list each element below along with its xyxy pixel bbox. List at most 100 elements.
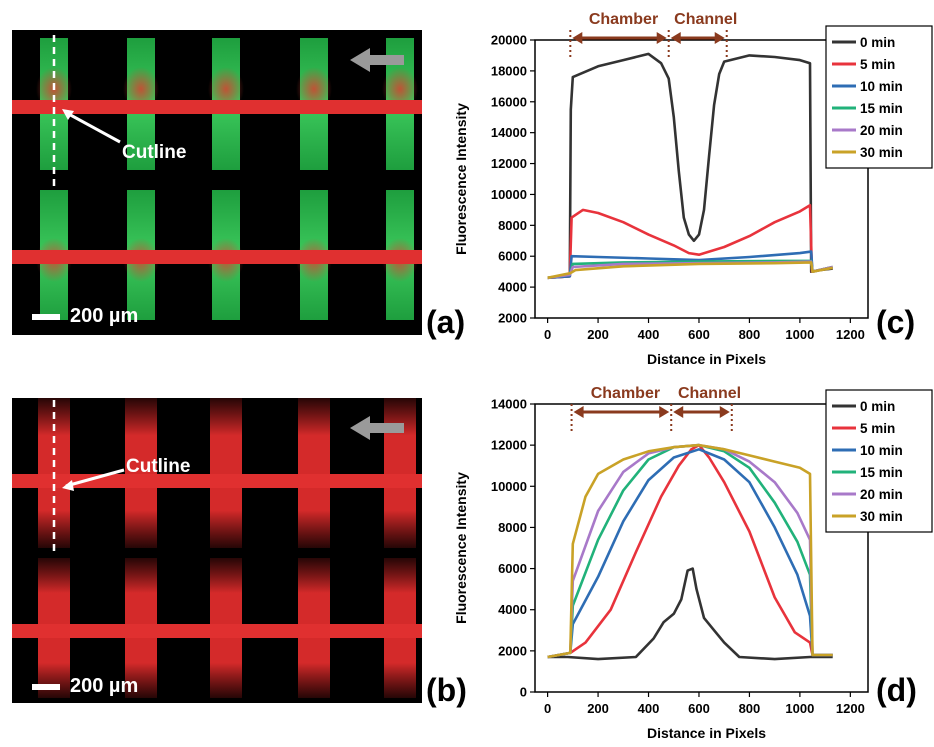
cutline-arrowhead (62, 109, 74, 120)
x-tick-label: 400 (638, 327, 660, 342)
y-tick-label: 16000 (491, 94, 527, 109)
series-line (547, 443, 833, 659)
micrograph-a-drawing: Cutline 200 µm (12, 35, 422, 327)
scale-bar (32, 314, 60, 320)
chamber-label: Chamber (591, 385, 660, 402)
red-chamber (298, 398, 330, 548)
x-tick-label: 0 (544, 327, 551, 342)
region-arrowhead (670, 32, 681, 44)
region-arrowhead (573, 406, 584, 418)
cutline-arrow (64, 110, 121, 144)
flow-direction-arrow-icon (350, 416, 404, 440)
region-arrowhead (714, 32, 725, 44)
legend-label: 10 min (860, 79, 903, 94)
cutline-arrowhead (62, 480, 74, 491)
panel-label-c: (c) (876, 304, 916, 340)
y-tick-label: 18000 (491, 63, 527, 78)
x-tick-label: 600 (688, 327, 710, 342)
y-tick-label: 12000 (491, 156, 527, 171)
chart-d-plot: 0 200 400 600 800 1000 12000200040006000800010… (453, 385, 933, 741)
panel-label-b: (b) (426, 672, 467, 708)
scale-bar (32, 684, 60, 690)
series-line (547, 443, 833, 659)
y-axis-label: Fluorescence Intensity (453, 472, 469, 624)
series-line (547, 260, 833, 280)
legend-label: 10 min (860, 443, 903, 458)
chamber-label: Chamber (589, 11, 658, 28)
y-tick-label: 14000 (491, 397, 527, 412)
legend-label: 0 min (860, 35, 895, 50)
x-tick-label: 1000 (785, 327, 814, 342)
flow-direction-arrow-icon (350, 48, 404, 72)
scale-label: 200 µm (70, 305, 138, 327)
plot-frame (534, 403, 869, 693)
red-chamber (384, 398, 416, 548)
legend-label: 30 min (860, 509, 903, 524)
panel-label-d: (d) (876, 672, 917, 708)
channel-label: Channel (678, 385, 741, 402)
region-arrowhead (719, 406, 730, 418)
legend-label: 20 min (860, 487, 903, 502)
panel-label-a: (a) (426, 304, 466, 340)
red-chambers (38, 398, 416, 698)
y-tick-label: 20000 (491, 33, 527, 48)
legend-label: 20 min (860, 123, 903, 138)
red-channel-bottom (12, 250, 422, 264)
x-tick-label: 1200 (836, 701, 865, 716)
series-line (547, 52, 833, 280)
y-tick-label: 6000 (498, 249, 527, 264)
scale-label: 200 µm (70, 675, 138, 697)
x-tick-label: 800 (739, 701, 761, 716)
y-tick-label: 0 (520, 685, 527, 700)
series-line (547, 448, 833, 659)
legend-label: 15 min (860, 101, 903, 116)
y-tick-label: 4000 (498, 280, 527, 295)
x-tick-label: 200 (587, 701, 609, 716)
red-chamber (125, 398, 157, 548)
cutline-arrow (65, 468, 125, 488)
y-tick-label: 14000 (491, 125, 527, 140)
series-line (547, 443, 833, 659)
y-tick-label: 10000 (491, 187, 527, 202)
legend-box (825, 389, 933, 533)
red-channel-top (12, 474, 422, 488)
region-arrowhead (656, 32, 667, 44)
legend-label: 5 min (860, 421, 895, 436)
red-chamber (210, 398, 242, 548)
legend-label: 15 min (860, 465, 903, 480)
micrograph-b-drawing: Cutline 200 µm (12, 398, 422, 698)
series-line (547, 259, 833, 280)
y-tick-label: 2000 (498, 643, 527, 658)
legend-label: 5 min (860, 57, 895, 72)
series-line (547, 443, 833, 659)
y-tick-label: 8000 (498, 218, 527, 233)
x-axis-label: Distance in Pixels (647, 725, 766, 741)
region-arrowhead (673, 406, 684, 418)
cutline-label: Cutline (122, 142, 186, 163)
legend-box (825, 25, 933, 169)
micrograph-a: Cutline 200 µm (12, 30, 422, 335)
x-tick-label: 800 (739, 327, 761, 342)
region-arrowhead (572, 32, 583, 44)
y-tick-label: 2000 (498, 311, 527, 326)
x-tick-label: 200 (587, 327, 609, 342)
y-tick-label: 4000 (498, 602, 527, 617)
x-tick-label: 400 (638, 701, 660, 716)
plot-frame (534, 39, 869, 319)
x-tick-label: 600 (688, 701, 710, 716)
series-line (547, 261, 833, 280)
red-channel-bottom (12, 624, 422, 638)
y-tick-label: 8000 (498, 520, 527, 535)
region-arrowhead (659, 406, 670, 418)
micrograph-b: Cutline 200 µm (12, 398, 422, 703)
x-tick-label: 1200 (836, 327, 865, 342)
x-axis-label: Distance in Pixels (647, 351, 766, 367)
x-tick-label: 1000 (785, 701, 814, 716)
series-line (547, 567, 833, 661)
cutline-label: Cutline (126, 456, 190, 477)
x-tick-label: 0 (544, 701, 551, 716)
y-tick-label: 12000 (491, 438, 527, 453)
chart-c-plot: 0 200 400 600 800 1000 1200 2000 4000 6000 8000 100… (453, 11, 933, 367)
series-line (547, 250, 833, 280)
red-channel-top (12, 100, 422, 114)
